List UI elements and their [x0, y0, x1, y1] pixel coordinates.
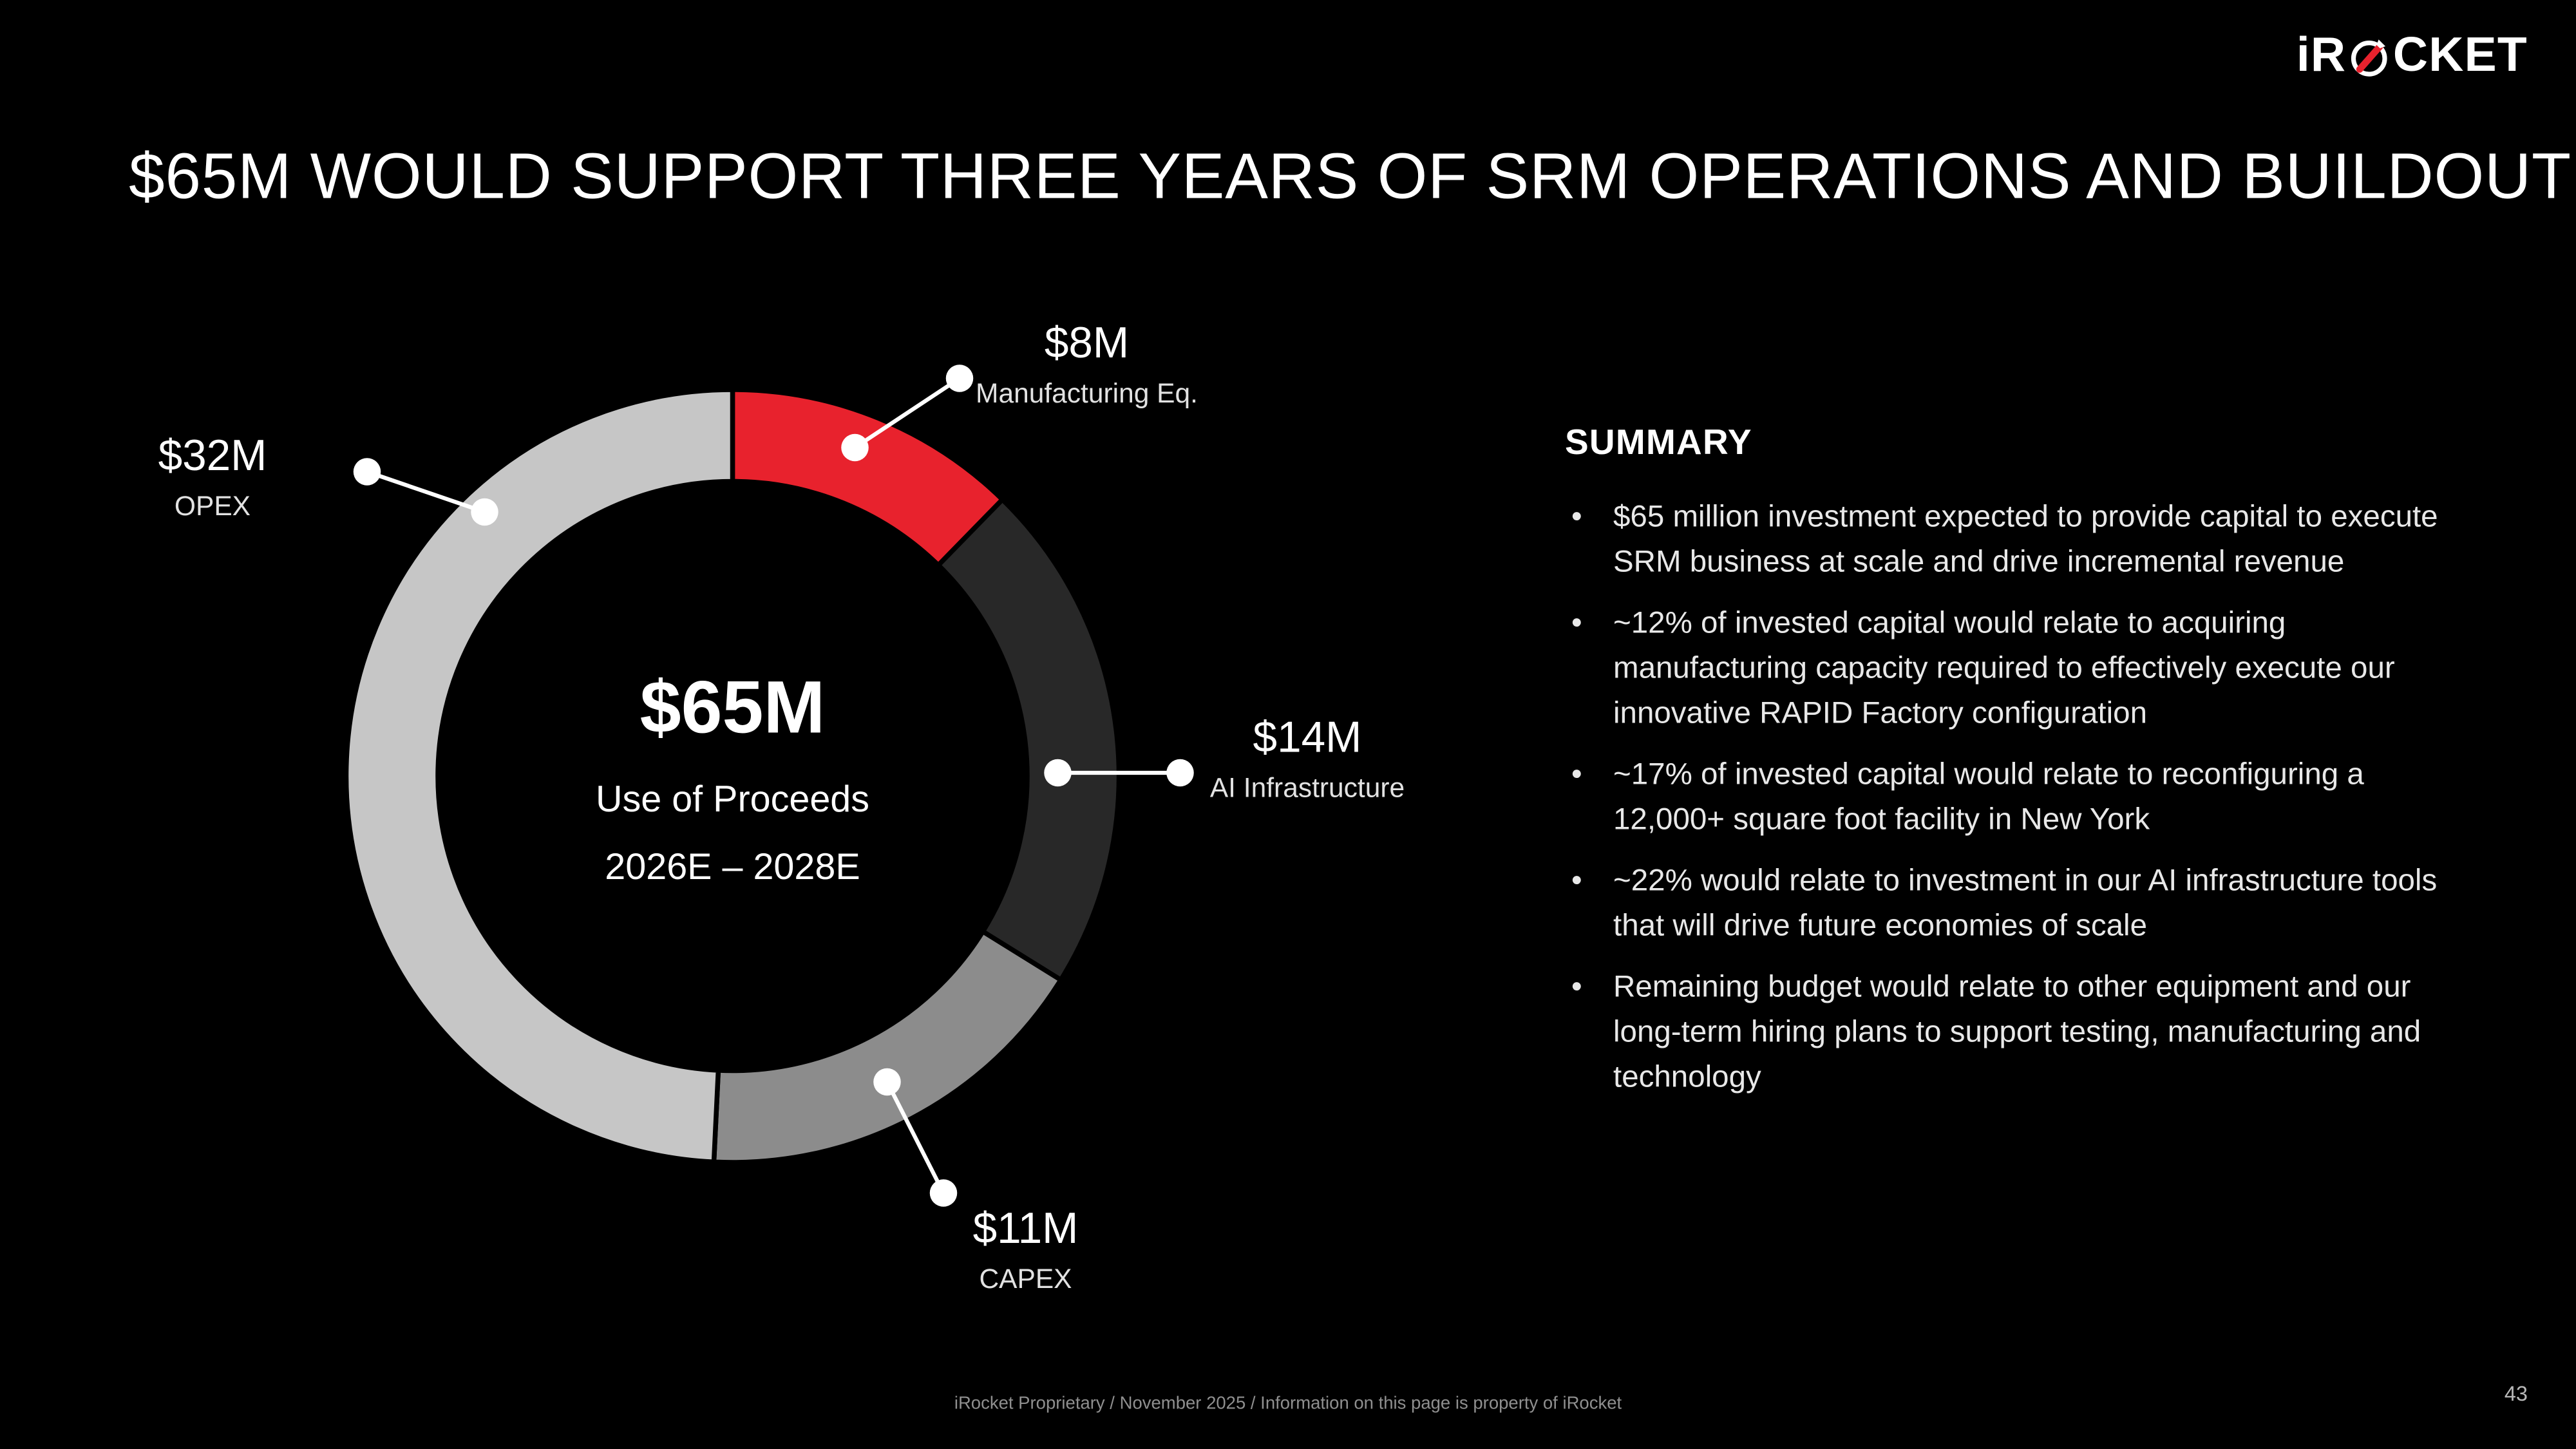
summary-bullet: ~22% would relate to investment in our A…: [1565, 860, 2443, 950]
donut-label-ai-infrastructure: $14M AI Infrastructure: [1210, 714, 1405, 806]
footer-note: iRocket Proprietary / November 2025 / In…: [954, 1394, 1622, 1414]
donut-subtitle: Use of Proceeds: [595, 777, 870, 820]
donut-label-manufacturing: $8M Manufacturing Eq.: [976, 319, 1198, 411]
logo-text-right: CKET: [2392, 29, 2528, 82]
logo-text-left: iR: [2296, 29, 2347, 82]
donut-total: $65M: [639, 665, 826, 749]
donut-period: 2026E – 2028E: [605, 845, 860, 887]
rocket-o-icon: [2351, 39, 2388, 76]
donut-slice-2: [711, 928, 1065, 1165]
summary-bullet: ~12% of invested capital would relate to…: [1565, 602, 2443, 737]
callout-dot: [841, 433, 869, 462]
slice-value: $11M: [972, 1204, 1079, 1253]
slice-value: $8M: [1044, 319, 1130, 367]
summary-panel: SUMMARY $65 million investment expected …: [1565, 422, 2443, 1117]
summary-bullet: Remaining budget would relate to other e…: [1565, 966, 2443, 1101]
callout-line-0: [853, 376, 961, 450]
callout-line-2: [885, 1081, 945, 1194]
logo: iR CKET: [2297, 29, 2528, 84]
summary-bullet: ~17% of invested capital would relate to…: [1565, 753, 2443, 844]
callout-dot: [353, 458, 381, 486]
page-number: 43: [2504, 1381, 2528, 1406]
donut-label-opex: $32M OPEX: [158, 431, 267, 524]
slice-label: Manufacturing Eq.: [976, 378, 1198, 410]
slice-value: $14M: [1253, 713, 1362, 762]
donut-slice-1: [934, 496, 1122, 983]
slice-value: $32M: [158, 431, 267, 480]
page-title: $65M WOULD SUPPORT THREE YEARS OF SRM OP…: [129, 142, 2571, 213]
summary-heading: SUMMARY: [1565, 422, 1752, 462]
donut-label-capex: $11M CAPEX: [973, 1204, 1079, 1296]
summary-list: $65 million investment expected to provi…: [1565, 496, 2443, 1101]
callout-dot: [929, 1179, 958, 1207]
summary-bullet: $65 million investment expected to provi…: [1565, 496, 2443, 586]
callout-dot: [1166, 759, 1194, 787]
callout-dot: [471, 498, 498, 526]
donut-slice-3: [343, 387, 735, 1165]
callout-line-3: [366, 469, 486, 514]
slice-label: CAPEX: [979, 1264, 1072, 1295]
donut-center-label: $65M Use of Proceeds 2026E – 2028E: [459, 663, 1007, 889]
callout-dot: [945, 365, 974, 392]
slice-label: AI Infrastructure: [1209, 773, 1405, 804]
callout-dot: [1044, 759, 1072, 787]
slice-label: OPEX: [174, 491, 251, 522]
callout-dot: [873, 1068, 901, 1096]
